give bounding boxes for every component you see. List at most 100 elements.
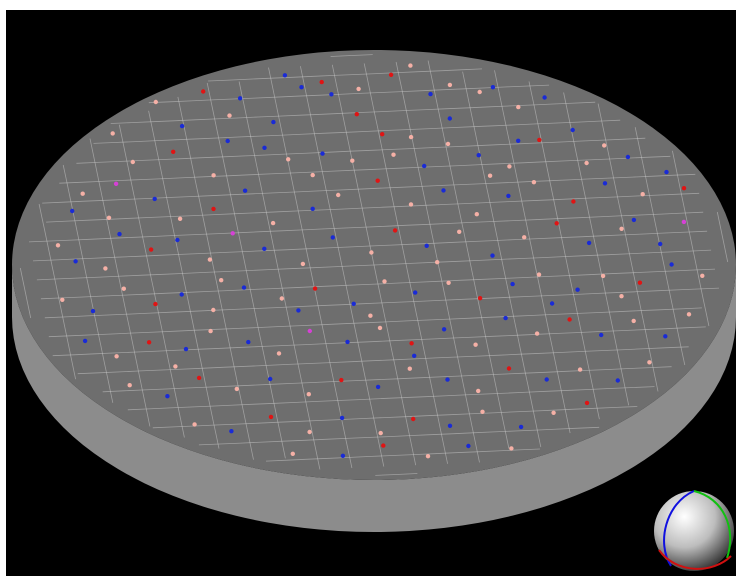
defect-point-blue[interactable] xyxy=(299,85,303,89)
defect-point-blue[interactable] xyxy=(320,151,324,155)
defect-point-red[interactable] xyxy=(409,341,413,345)
defect-point-pink[interactable] xyxy=(379,431,383,435)
defect-point-pink[interactable] xyxy=(219,278,223,282)
defect-point-pink[interactable] xyxy=(647,360,651,364)
defect-point-pink[interactable] xyxy=(81,192,85,196)
defect-point-blue[interactable] xyxy=(73,259,77,263)
defect-point-pink[interactable] xyxy=(551,411,555,415)
defect-point-pink[interactable] xyxy=(446,142,450,146)
defect-point-blue[interactable] xyxy=(352,302,356,306)
defect-point-blue[interactable] xyxy=(329,92,333,96)
defect-point-pink[interactable] xyxy=(154,100,158,104)
defect-point-red[interactable] xyxy=(638,281,642,285)
defect-point-pink[interactable] xyxy=(408,63,412,67)
defect-point-blue[interactable] xyxy=(412,354,416,358)
defect-point-red[interactable] xyxy=(313,286,317,290)
defect-point-blue[interactable] xyxy=(445,377,449,381)
defect-point-pink[interactable] xyxy=(532,180,536,184)
defect-point-blue[interactable] xyxy=(448,116,452,120)
defect-point-blue[interactable] xyxy=(117,232,121,236)
defect-point-red[interactable] xyxy=(197,376,201,380)
defect-point-pink[interactable] xyxy=(122,287,126,291)
defect-point-red[interactable] xyxy=(389,73,393,77)
defect-point-pink[interactable] xyxy=(178,217,182,221)
defect-point-pink[interactable] xyxy=(369,250,373,254)
defect-point-red[interactable] xyxy=(507,366,511,370)
defect-point-pink[interactable] xyxy=(448,83,452,87)
orientation-gizmo[interactable] xyxy=(651,488,736,574)
defect-point-blue[interactable] xyxy=(153,197,157,201)
defect-point-pink[interactable] xyxy=(336,193,340,197)
defect-point-blue[interactable] xyxy=(262,146,266,150)
defect-point-red[interactable] xyxy=(269,415,273,419)
defect-point-pink[interactable] xyxy=(457,230,461,234)
defect-point-blue[interactable] xyxy=(663,334,667,338)
defect-point-pink[interactable] xyxy=(307,430,311,434)
defect-point-pink[interactable] xyxy=(478,90,482,94)
defect-point-red[interactable] xyxy=(555,221,559,225)
defect-point-pink[interactable] xyxy=(480,410,484,414)
defect-point-blue[interactable] xyxy=(340,416,344,420)
defect-point-pink[interactable] xyxy=(208,257,212,261)
defect-point-pink[interactable] xyxy=(641,192,645,196)
defect-point-pink[interactable] xyxy=(103,266,107,270)
defect-point-blue[interactable] xyxy=(70,209,74,213)
defect-point-pink[interactable] xyxy=(277,351,281,355)
defect-point-pink[interactable] xyxy=(446,281,450,285)
defect-point-pink[interactable] xyxy=(687,312,691,316)
defect-point-pink[interactable] xyxy=(601,274,605,278)
defect-point-pink[interactable] xyxy=(602,143,606,147)
defect-point-red[interactable] xyxy=(320,80,324,84)
defect-point-red[interactable] xyxy=(585,401,589,405)
defect-point-magenta[interactable] xyxy=(231,231,235,235)
defect-point-blue[interactable] xyxy=(262,247,266,251)
defect-point-red[interactable] xyxy=(147,340,151,344)
defect-point-pink[interactable] xyxy=(435,260,439,264)
defect-point-pink[interactable] xyxy=(537,272,541,276)
defect-point-blue[interactable] xyxy=(341,454,345,458)
defect-point-red[interactable] xyxy=(201,89,205,93)
defect-point-pink[interactable] xyxy=(111,131,115,135)
defect-point-blue[interactable] xyxy=(516,139,520,143)
defect-point-pink[interactable] xyxy=(114,354,118,358)
defect-point-pink[interactable] xyxy=(619,294,623,298)
defect-point-blue[interactable] xyxy=(542,95,546,99)
defect-point-pink[interactable] xyxy=(409,135,413,139)
defect-point-blue[interactable] xyxy=(238,96,242,100)
defect-point-blue[interactable] xyxy=(571,128,575,132)
defect-point-red[interactable] xyxy=(537,138,541,142)
wafer-scene[interactable] xyxy=(6,10,736,576)
defect-point-pink[interactable] xyxy=(522,235,526,239)
defect-point-blue[interactable] xyxy=(616,378,620,382)
defect-point-pink[interactable] xyxy=(128,383,132,387)
defect-point-blue[interactable] xyxy=(226,139,230,143)
3d-viewport[interactable] xyxy=(6,10,736,576)
defect-point-blue[interactable] xyxy=(376,385,380,389)
defect-point-pink[interactable] xyxy=(426,454,430,458)
defect-point-red[interactable] xyxy=(381,443,385,447)
defect-point-blue[interactable] xyxy=(658,242,662,246)
defect-point-pink[interactable] xyxy=(60,298,64,302)
defect-point-pink[interactable] xyxy=(307,392,311,396)
defect-point-red[interactable] xyxy=(393,228,397,232)
defect-point-red[interactable] xyxy=(211,207,215,211)
defect-point-pink[interactable] xyxy=(473,343,477,347)
defect-point-magenta[interactable] xyxy=(682,220,686,224)
defect-point-blue[interactable] xyxy=(425,244,429,248)
defect-point-pink[interactable] xyxy=(584,161,588,165)
defect-point-pink[interactable] xyxy=(192,422,196,426)
defect-point-blue[interactable] xyxy=(510,282,514,286)
defect-point-blue[interactable] xyxy=(448,424,452,428)
defect-point-blue[interactable] xyxy=(180,292,184,296)
defect-point-blue[interactable] xyxy=(545,377,549,381)
defect-point-pink[interactable] xyxy=(368,314,372,318)
defect-point-blue[interactable] xyxy=(506,194,510,198)
defect-point-blue[interactable] xyxy=(491,85,495,89)
defect-point-pink[interactable] xyxy=(516,105,520,109)
defect-point-pink[interactable] xyxy=(632,319,636,323)
defect-point-pink[interactable] xyxy=(476,389,480,393)
defect-point-magenta[interactable] xyxy=(308,329,312,333)
defect-point-pink[interactable] xyxy=(173,364,177,368)
defect-point-red[interactable] xyxy=(567,317,571,321)
defect-point-red[interactable] xyxy=(571,199,575,203)
